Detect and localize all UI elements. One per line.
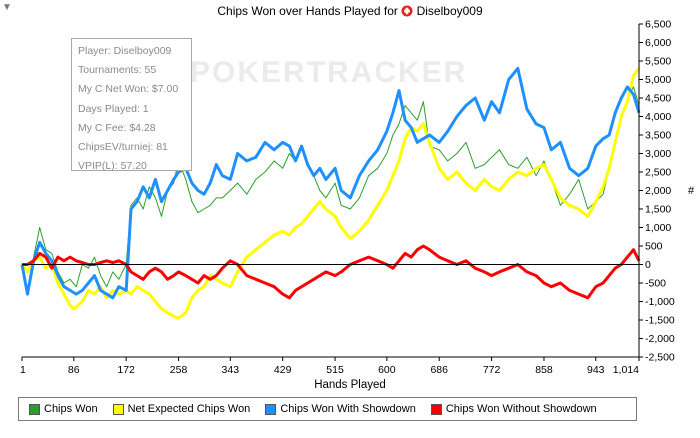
legend-label: Chips Won [44, 403, 98, 415]
y-tick-label: 5,500 [645, 56, 671, 68]
legend-label: Net Expected Chips Won [127, 403, 251, 415]
x-axis-label: Hands Played [314, 379, 386, 391]
chart-title-text: Chips Won over Hands Played for [217, 4, 398, 18]
y-tick-label: 2,500 [645, 167, 671, 179]
info-line-days-played: Days Played: 1 [78, 102, 149, 115]
legend-swatch [265, 403, 277, 415]
y-tick-label: 0 [645, 259, 651, 271]
legend-label: Chips Won Without Showdown [445, 403, 597, 415]
watermark: POKERTRACKER [190, 56, 467, 89]
y-tick-label: 1,000 [645, 222, 671, 234]
info-line-fee: My C Fee: $4.28 [78, 121, 156, 134]
legend-swatch [29, 403, 40, 415]
legend-item-net-expected[interactable]: Net Expected Chips Won [112, 403, 251, 415]
x-tick-label: 1 [20, 364, 26, 376]
info-line-vpip: VPIP(L): 57.20 [78, 160, 147, 173]
series-line-chips-won-with-showdown [20, 66, 641, 300]
y-tick-label: 6,500 [645, 19, 671, 31]
legend-item-with-showdown[interactable]: Chips Won With Showdown [265, 403, 416, 415]
y-tick-label: 6,000 [645, 37, 671, 49]
y-tick-label: 4,000 [645, 111, 671, 123]
spade-icon [401, 5, 413, 17]
y-tick-label: 2,000 [645, 185, 671, 197]
info-line-player: Player: Diselboy009 [78, 45, 172, 57]
triangle-down-icon[interactable]: ▼ [2, 2, 12, 13]
y-tick-label: 1,500 [645, 204, 671, 216]
x-tick-label: 429 [274, 364, 292, 376]
legend-swatch [112, 403, 124, 415]
x-tick-label: 858 [535, 364, 553, 376]
y-tick-label: 4,500 [645, 93, 671, 105]
x-tick-label: 86 [68, 364, 80, 376]
y-tick-label: 3,500 [645, 130, 671, 142]
player-name: Diselboy009 [416, 4, 483, 18]
y-tick-label: -1,000 [645, 296, 675, 308]
y-tick-label: -2,500 [645, 352, 675, 364]
x-tick-label: 172 [117, 364, 135, 376]
y-tick-label: 500 [645, 241, 663, 253]
legend-item-chips-won[interactable]: Chips Won [29, 403, 98, 415]
y-tick-label: 5,000 [645, 74, 671, 86]
info-line-chips-ev: ChipsEV/turniej: 81 [78, 140, 168, 153]
info-line-net-won: My C Net Won: $7.00 [78, 83, 179, 96]
legend-item-without-showdown[interactable]: Chips Won Without Showdown [430, 403, 597, 415]
legend-label: Chips Won With Showdown [280, 403, 416, 415]
x-tick-label: 1,014 [613, 364, 639, 376]
x-tick-label: 258 [170, 364, 188, 376]
chart-title: Chips Won over Hands Played for Diselboy… [0, 4, 700, 18]
legend-swatch [430, 403, 442, 415]
series-line-chips-won-without-showdown [22, 244, 641, 300]
series-layer [20, 66, 641, 320]
x-tick-label: 686 [430, 364, 448, 376]
x-tick-label: 600 [378, 364, 396, 376]
x-tick-label: 343 [222, 364, 240, 376]
player-info-box: Player: Diselboy009 Tournaments: 55 My C… [71, 38, 192, 172]
y-tick-label: -1,500 [645, 315, 675, 327]
info-line-tournaments: Tournaments: 55 [78, 64, 157, 77]
axes: 1 86 172 258 343 429 515 600 686 772 858 943 1,014 -2… [20, 19, 675, 377]
series-line-net-expected-chips-won [20, 67, 641, 320]
legend: Chips Won Net Expected Chips Won Chips W… [18, 397, 637, 421]
y-tick-label: 3,000 [645, 148, 671, 160]
x-tick-label: 515 [326, 364, 344, 376]
y-axis-label: # [688, 185, 695, 197]
x-tick-label: 943 [587, 364, 605, 376]
x-tick-label: 772 [483, 364, 501, 376]
y-tick-label: -500 [645, 278, 666, 290]
y-tick-label: -2,000 [645, 333, 675, 345]
